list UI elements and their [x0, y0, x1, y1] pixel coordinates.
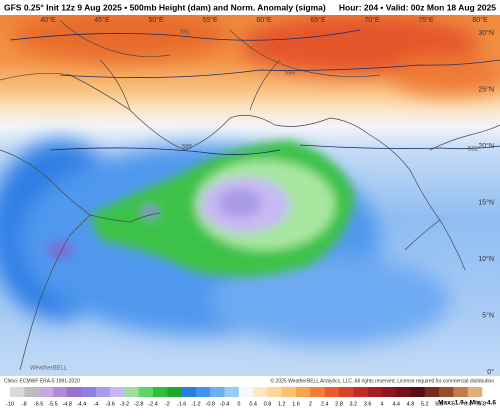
colorbar-tick-label: 3.2 [349, 401, 357, 407]
colorbar-tick-label: 2.4 [321, 401, 329, 407]
colorbar-tick-label: -6.5 [34, 401, 43, 407]
colorbar: -10 -8 -6.5 -5.5 -4.8 -4.4 -4 -3.6 -3.2 -2.8 -2.4 -… [6, 387, 486, 407]
colorbar-swatch [396, 387, 411, 397]
lat-label: 10°N [478, 255, 494, 263]
colorbar-tick-label: -1.2 [191, 401, 200, 407]
colorbar-tick-label: 2.8 [335, 401, 343, 407]
header-title: GFS 0.25° Init 12z 9 Aug 2025 • 500mb He… [4, 2, 326, 12]
lon-label: 80°E [472, 16, 488, 24]
lat-label: 25°N [478, 85, 494, 93]
contour-label: 591 [180, 30, 191, 36]
lat-label: 20°N [478, 142, 494, 150]
colorbar-tick-label: 1.6 [292, 401, 300, 407]
colorbar-tick-label: -5.5 [48, 401, 57, 407]
colorbar-swatch [181, 387, 197, 397]
lon-label: 70°E [364, 16, 380, 24]
colorbar-tick-label: -4.4 [77, 401, 86, 407]
colorbar-tick-label: 3.6 [364, 401, 372, 407]
lon-label: 75°E [418, 16, 434, 24]
colorbar-swatch [124, 387, 140, 397]
colorbar-tick-label: 6 [452, 401, 455, 407]
colorbar-swatch [267, 387, 283, 397]
colorbar-swatch [110, 387, 125, 397]
colorbar-tick-label: -10 [6, 401, 14, 407]
colorbar-swatch [224, 387, 240, 397]
colorbar-tick-label: -2 [165, 401, 170, 407]
colorbar-tick-label: -2.4 [148, 401, 157, 407]
colorbar-tick-label: 0.4 [249, 401, 257, 407]
colorbar-swatch [38, 387, 54, 397]
colorbar-swatch [153, 387, 168, 397]
contour-label: 585 [182, 145, 193, 151]
lat-label: 30°N [478, 29, 494, 37]
colorbar-tick-label: 1.2 [278, 401, 286, 407]
colorbar-swatch [453, 387, 468, 397]
colorbar-tick-label: 5.2 [421, 401, 429, 407]
contour-label: 582 [468, 147, 479, 153]
colorbar-tick-label: -2.8 [134, 401, 143, 407]
colorbar-tick-label: 6.8 [478, 401, 486, 407]
lon-label: 40°E [40, 16, 56, 24]
colorbar-tick-label: -0.8 [206, 401, 215, 407]
colorbar-tick-label: -4 [93, 401, 98, 407]
colorbar-tick-label: 4.8 [407, 401, 415, 407]
colorbar-swatch [467, 387, 483, 397]
climo-note: Climo: ECMWF ERA-5 1991-2020 [4, 378, 80, 384]
lat-label: 15°N [478, 198, 494, 206]
colorbar-tick-label: -8 [22, 401, 27, 407]
copyright: © 2025 WeatherBELL Analytics, LLC. All r… [270, 377, 494, 384]
colorbar-swatch [138, 387, 154, 397]
colorbar-swatch [81, 387, 97, 397]
colorbar-swatch [24, 387, 39, 397]
colorbar-swatch [238, 387, 254, 397]
colorbar-swatch [367, 387, 383, 397]
lon-label: 55°E [202, 16, 218, 24]
colorbar-swatch [167, 387, 182, 397]
colorbar-swatch [353, 387, 368, 397]
lon-label: 50°E [148, 16, 164, 24]
colorbar-tick-label: 4.4 [392, 401, 400, 407]
lon-label: 60°E [256, 16, 272, 24]
colorbar-tick-label: 5.6 [435, 401, 443, 407]
colorbar-swatch [324, 387, 340, 397]
colorbar-swatch [338, 387, 354, 397]
colorbar-tick-label: -0.4 [220, 401, 229, 407]
colorbar-swatch [296, 387, 311, 397]
map-area [0, 15, 500, 386]
colorbar-swatch [95, 387, 111, 397]
colorbar-tick-label: 2 [309, 401, 312, 407]
colorbar-swatch [195, 387, 211, 397]
colorbar-tick-label: 0.8 [264, 401, 272, 407]
max-min: Max: 1.9 • Min: -4.6 [438, 400, 496, 407]
colorbar-swatch [253, 387, 268, 397]
colorbar-tick-label: 4 [380, 401, 383, 407]
colorbar-tick-label: -3.6 [105, 401, 114, 407]
colorbar-swatch [381, 387, 397, 397]
logo: WeatherBELL [30, 366, 67, 372]
lon-label: 65°E [310, 16, 326, 24]
contour-label: 588 [285, 71, 296, 77]
colorbar-swatch [10, 387, 25, 397]
colorbar-swatch [424, 387, 440, 397]
colorbar-swatch [67, 387, 82, 397]
colorbar-tick-label: -4.8 [62, 401, 71, 407]
colorbar-tick-label: -1.6 [177, 401, 186, 407]
lat-label: 5°N [482, 311, 494, 319]
colorbar-tick-label: -3.2 [120, 401, 129, 407]
colorbar-swatch [310, 387, 325, 397]
lon-label: 45°E [94, 16, 110, 24]
header-valid: Hour: 204 • Valid: 00z Mon 18 Aug 2025 [339, 2, 496, 12]
colorbar-tick-label: 0 [237, 401, 240, 407]
colorbar-swatch [281, 387, 297, 397]
colorbar-swatch [410, 387, 426, 397]
lat-label: 0° [487, 368, 494, 376]
colorbar-swatch [439, 387, 454, 397]
colorbar-swatch [210, 387, 225, 397]
colorbar-swatch [52, 387, 68, 397]
height-contours [9, 29, 500, 155]
colorbar-tick-label: 6.4 [464, 401, 472, 407]
